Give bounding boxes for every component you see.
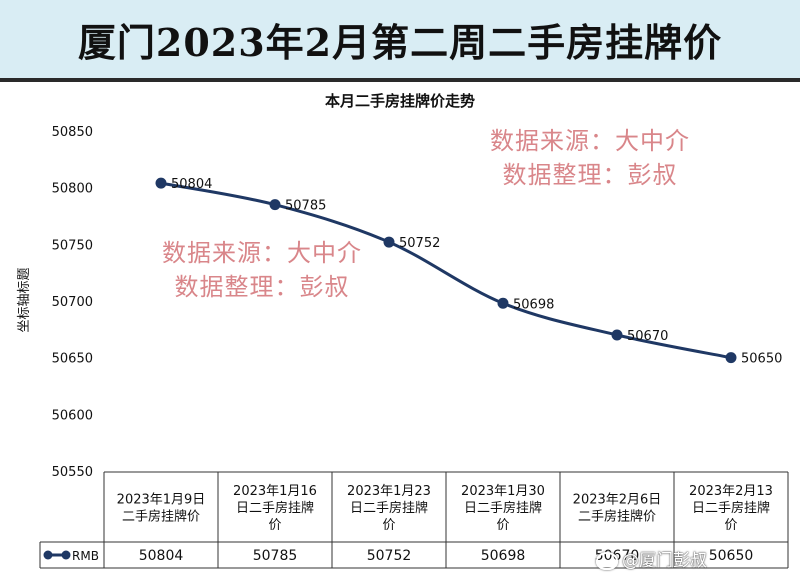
weibo-watermark: @厦门彭叔 bbox=[596, 546, 707, 571]
category-label-line: 价 bbox=[382, 518, 395, 533]
y-tick-label: 50650 bbox=[52, 352, 93, 367]
category-label-line: 2023年1月16 bbox=[233, 484, 317, 499]
category-label-line: 价 bbox=[268, 518, 281, 533]
banner-title: 厦门2023年2月第二周二手房挂牌价 bbox=[77, 19, 723, 65]
banner: 厦门2023年2月第二周二手房挂牌价 bbox=[0, 0, 800, 78]
legend-key-marker bbox=[43, 550, 53, 560]
table-value: 50804 bbox=[139, 548, 184, 564]
category-label-line: 2023年1月9日 bbox=[117, 493, 206, 508]
category-label-line: 价 bbox=[496, 518, 509, 533]
series-name: RMB bbox=[72, 549, 99, 563]
banner-separator bbox=[0, 78, 800, 82]
watermark-organizer: 数据整理：彭叔 bbox=[502, 161, 678, 189]
chart: 本月二手房挂牌价走势 坐标轴标题 50850 50800 50750 50700 506… bbox=[17, 92, 789, 569]
category-label: 2023年2月13 日二手房挂牌价 bbox=[689, 484, 773, 533]
data-point bbox=[269, 199, 281, 211]
watermark-source: 数据来源：大中介 bbox=[490, 127, 690, 155]
data-point bbox=[611, 329, 623, 341]
data-label: 50785 bbox=[285, 199, 326, 214]
data-label: 50752 bbox=[399, 236, 440, 251]
y-tick-label: 50750 bbox=[52, 238, 93, 253]
category-label-line: 二手房挂牌价 bbox=[578, 509, 656, 525]
category-label: 2023年1月16 日二手房挂牌价 bbox=[233, 484, 317, 533]
category-label-line: 二手房挂牌价 bbox=[122, 509, 200, 525]
category-label: 2023年1月23 日二手房挂牌价 bbox=[347, 484, 431, 533]
category-label-line: 2023年1月30 bbox=[461, 484, 545, 499]
data-point bbox=[155, 177, 167, 189]
category-label-line: 2023年2月13 bbox=[689, 484, 773, 499]
table-value: 50650 bbox=[709, 548, 754, 564]
chart-title: 本月二手房挂牌价走势 bbox=[325, 92, 475, 110]
weibo-handle: @厦门彭叔 bbox=[622, 551, 707, 571]
weibo-logo-icon bbox=[596, 552, 618, 570]
y-tick-label: 50600 bbox=[52, 408, 93, 423]
data-label: 50804 bbox=[171, 177, 212, 192]
watermark-source: 数据来源：大中介 bbox=[162, 239, 362, 267]
category-label: 2023年2月6日二手房挂牌价 bbox=[573, 493, 662, 525]
table-value: 50785 bbox=[253, 548, 298, 564]
watermark-center: 数据来源：大中介 数据整理：彭叔 bbox=[142, 236, 382, 304]
data-label: 50650 bbox=[741, 352, 782, 367]
data-point bbox=[497, 297, 509, 309]
category-label-line: 日二手房挂牌 bbox=[464, 500, 542, 516]
y-axis-ticks: 50850 50800 50750 50700 50650 50600 50550 bbox=[52, 125, 93, 480]
y-tick-label: 50700 bbox=[52, 295, 93, 310]
legend-key-marker bbox=[61, 550, 71, 560]
table-value: 50698 bbox=[481, 548, 526, 564]
data-label: 50698 bbox=[513, 297, 554, 312]
plot-area: 50804 50785 50752 50698 50670 50650 bbox=[155, 177, 782, 367]
watermark-top-right: 数据来源：大中介 数据整理：彭叔 bbox=[470, 124, 710, 192]
data-label: 50670 bbox=[627, 329, 668, 344]
category-label-line: 日二手房挂牌 bbox=[350, 500, 428, 516]
series-line-rmb bbox=[160, 181, 732, 360]
category-label-line: 2023年2月6日 bbox=[573, 493, 662, 508]
watermark-organizer: 数据整理：彭叔 bbox=[174, 273, 350, 301]
y-axis-label: 坐标轴标题 bbox=[17, 267, 32, 332]
y-tick-label: 50800 bbox=[52, 182, 93, 197]
category-label: 2023年1月9日二手房挂牌价 bbox=[117, 493, 206, 525]
y-tick-label: 50550 bbox=[52, 465, 93, 480]
category-label: 2023年1月30 日二手房挂牌价 bbox=[461, 484, 545, 533]
data-point bbox=[383, 236, 395, 248]
table-value: 50752 bbox=[367, 548, 412, 564]
data-point bbox=[725, 352, 737, 364]
category-label-line: 2023年1月23 bbox=[347, 484, 431, 499]
category-label-line: 日二手房挂牌 bbox=[236, 500, 314, 516]
category-label-line: 价 bbox=[724, 518, 737, 533]
category-label-line: 日二手房挂牌 bbox=[692, 500, 770, 516]
y-tick-label: 50850 bbox=[52, 125, 93, 140]
